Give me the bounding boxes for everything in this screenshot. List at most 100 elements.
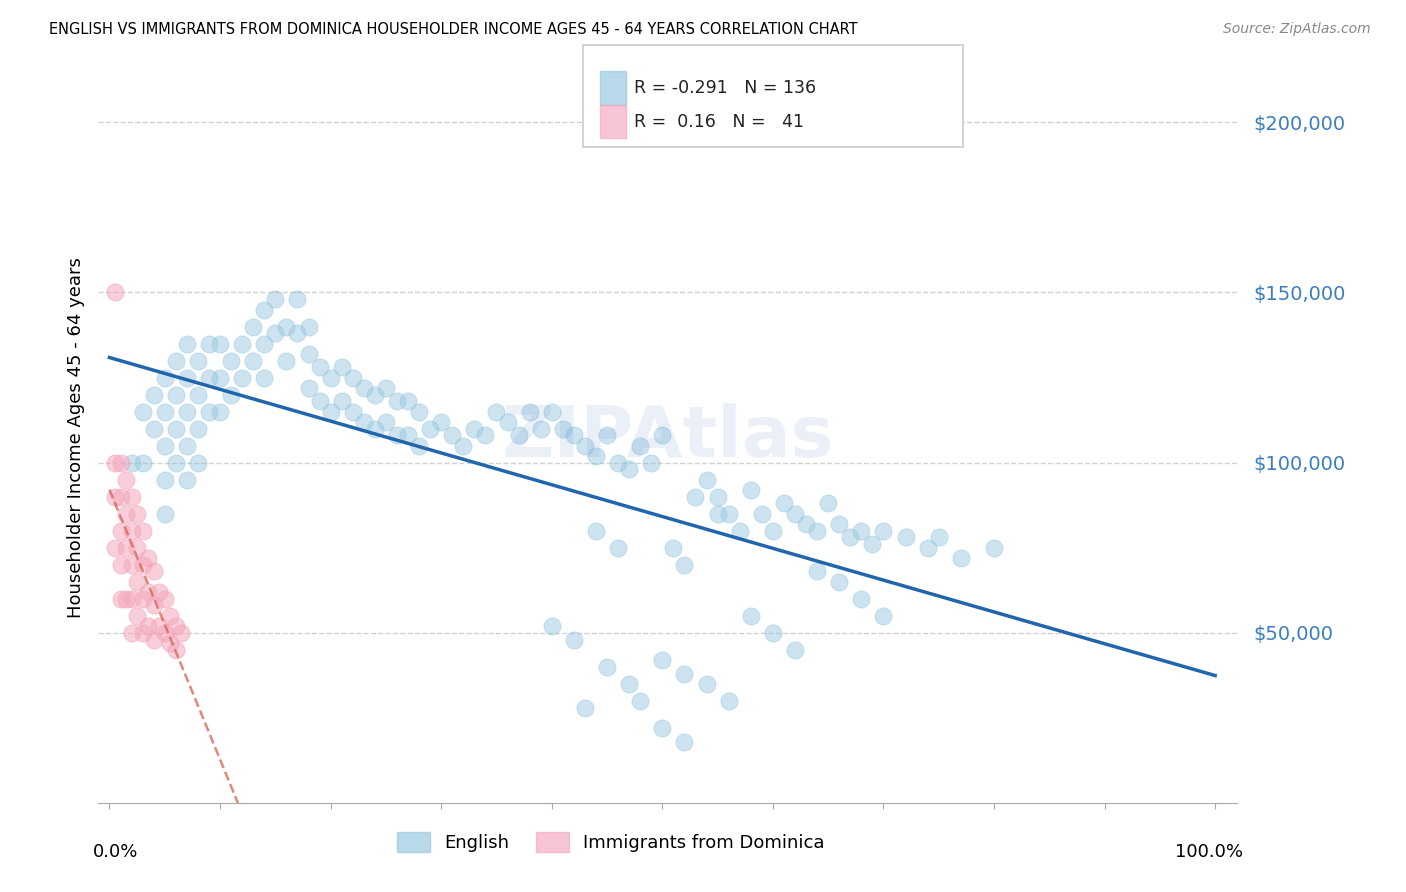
Point	[562, 428, 585, 442]
Point	[917, 541, 939, 555]
Point	[170, 625, 193, 640]
Point	[127, 608, 149, 623]
Point	[408, 404, 430, 418]
Point	[308, 360, 330, 375]
Point	[353, 381, 375, 395]
Point	[596, 659, 619, 673]
Point	[983, 541, 1005, 555]
Point	[574, 700, 596, 714]
Point	[806, 565, 828, 579]
Point	[342, 370, 364, 384]
Point	[441, 428, 464, 442]
Point	[396, 394, 419, 409]
Point	[474, 428, 496, 442]
Point	[330, 360, 353, 375]
Point	[187, 387, 209, 401]
Point	[127, 541, 149, 555]
Point	[142, 421, 165, 435]
Point	[276, 353, 298, 368]
Point	[585, 524, 607, 538]
Text: 0.0%: 0.0%	[93, 843, 138, 861]
Point	[104, 285, 127, 300]
Point	[264, 293, 287, 307]
Point	[851, 591, 873, 606]
Point	[740, 483, 762, 497]
Point	[104, 456, 127, 470]
Point	[165, 353, 187, 368]
Text: R = -0.291   N = 136: R = -0.291 N = 136	[634, 78, 817, 96]
Point	[519, 404, 541, 418]
Point	[828, 574, 851, 589]
Point	[762, 625, 785, 640]
Point	[115, 541, 138, 555]
Point	[219, 353, 242, 368]
Point	[762, 524, 785, 538]
Point	[253, 336, 276, 351]
Point	[131, 404, 153, 418]
Point	[949, 550, 972, 565]
Point	[104, 490, 127, 504]
Point	[607, 456, 630, 470]
Point	[342, 404, 364, 418]
Point	[121, 591, 143, 606]
Point	[153, 591, 176, 606]
Point	[673, 666, 696, 681]
Point	[330, 394, 353, 409]
Point	[110, 524, 132, 538]
Point	[209, 404, 232, 418]
Point	[673, 734, 696, 748]
Point	[198, 336, 221, 351]
Point	[231, 336, 253, 351]
Point	[127, 574, 149, 589]
Point	[540, 404, 562, 418]
Point	[142, 632, 165, 647]
Point	[628, 439, 651, 453]
Point	[253, 370, 276, 384]
Point	[585, 449, 607, 463]
Point	[706, 490, 728, 504]
Point	[142, 387, 165, 401]
Point	[297, 347, 319, 361]
Point	[740, 608, 762, 623]
Point	[148, 619, 170, 633]
Point	[198, 404, 221, 418]
Point	[136, 619, 159, 633]
Point	[110, 558, 132, 572]
Point	[319, 404, 342, 418]
Point	[131, 558, 153, 572]
Point	[165, 421, 187, 435]
Point	[242, 353, 264, 368]
Point	[364, 421, 387, 435]
Point	[131, 456, 153, 470]
Point	[121, 524, 143, 538]
Point	[839, 531, 862, 545]
Point	[187, 456, 209, 470]
Point	[728, 524, 751, 538]
Point	[153, 625, 176, 640]
Point	[131, 524, 153, 538]
Point	[596, 428, 619, 442]
Point	[794, 516, 817, 531]
Y-axis label: Householder Income Ages 45 - 64 years: Householder Income Ages 45 - 64 years	[66, 257, 84, 617]
Point	[142, 565, 165, 579]
Point	[165, 619, 187, 633]
Point	[496, 415, 519, 429]
Point	[640, 456, 662, 470]
Point	[176, 404, 198, 418]
Point	[617, 677, 640, 691]
Point	[165, 456, 187, 470]
Point	[242, 319, 264, 334]
Text: R =  0.16   N =   41: R = 0.16 N = 41	[634, 112, 804, 130]
Point	[276, 319, 298, 334]
Point	[696, 677, 718, 691]
Point	[872, 608, 894, 623]
Point	[142, 599, 165, 613]
Point	[159, 608, 181, 623]
Point	[176, 473, 198, 487]
Point	[673, 558, 696, 572]
Point	[297, 319, 319, 334]
Point	[353, 415, 375, 429]
Point	[104, 541, 127, 555]
Text: ENGLISH VS IMMIGRANTS FROM DOMINICA HOUSEHOLDER INCOME AGES 45 - 64 YEARS CORREL: ENGLISH VS IMMIGRANTS FROM DOMINICA HOUS…	[49, 22, 858, 37]
Point	[562, 632, 585, 647]
